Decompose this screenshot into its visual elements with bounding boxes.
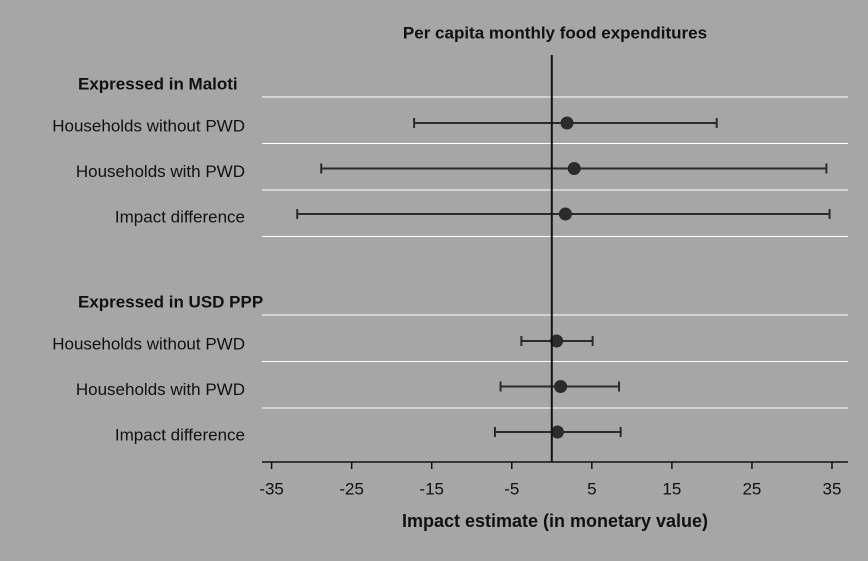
row-label: Impact difference bbox=[115, 425, 245, 444]
x-tick-label: 35 bbox=[823, 479, 842, 498]
x-tick-label: -35 bbox=[259, 479, 284, 498]
point bbox=[567, 162, 581, 175]
point bbox=[558, 207, 572, 221]
row-label: Impact difference bbox=[115, 207, 245, 226]
x-tick-label: -5 bbox=[504, 479, 519, 498]
group-header: Expressed in USD PPP bbox=[78, 292, 263, 311]
group-header: Expressed in Maloti bbox=[78, 74, 238, 93]
row-label: Households without PWD bbox=[52, 116, 245, 135]
x-axis-label: Impact estimate (in monetary value) bbox=[402, 511, 708, 531]
chart-title: Per capita monthly food expenditures bbox=[403, 23, 707, 42]
point bbox=[554, 380, 568, 393]
row-label: Households with PWD bbox=[76, 380, 245, 399]
x-tick-label: 15 bbox=[662, 479, 681, 498]
x-tick-label: -15 bbox=[419, 479, 444, 498]
x-tick-label: 25 bbox=[742, 479, 761, 498]
point bbox=[550, 425, 564, 439]
row-label: Households without PWD bbox=[52, 334, 245, 353]
x-tick-label: -25 bbox=[339, 479, 364, 498]
point bbox=[560, 116, 574, 130]
point bbox=[550, 334, 564, 348]
row-label: Households with PWD bbox=[76, 162, 245, 181]
x-tick-label: 5 bbox=[587, 479, 596, 498]
